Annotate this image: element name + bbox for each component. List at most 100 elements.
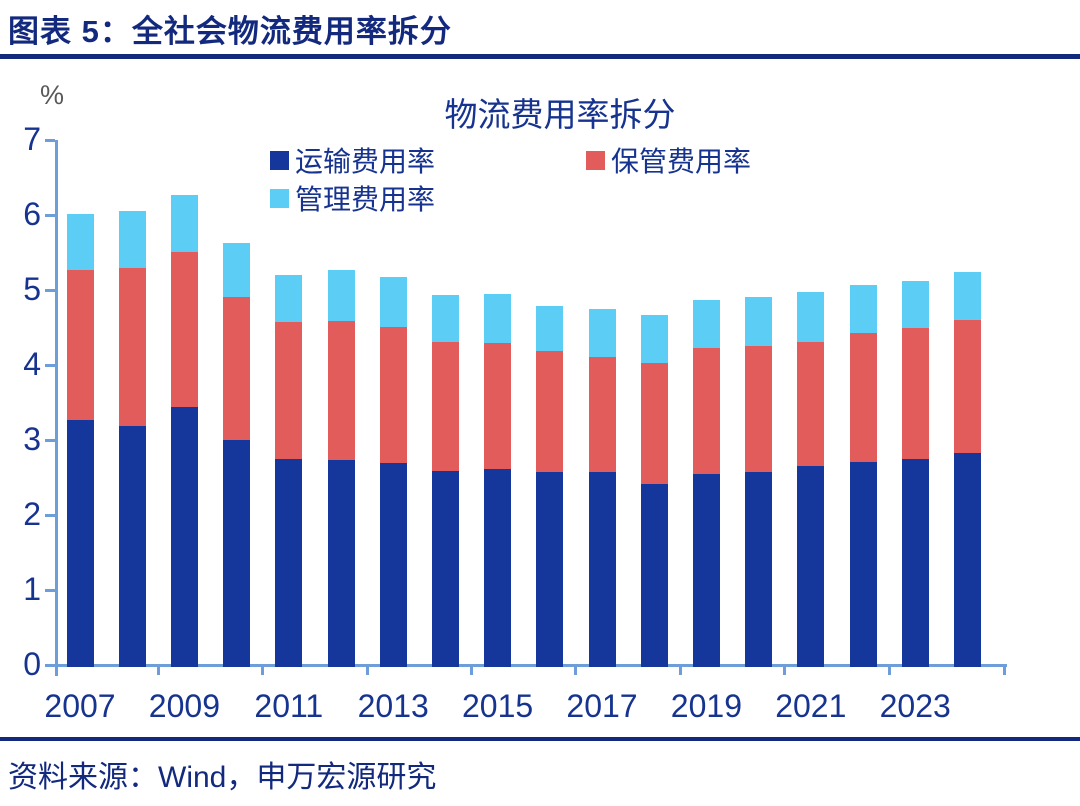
y-tick-label: 5: [23, 271, 41, 307]
bar-segment-transport: [797, 466, 825, 667]
y-tick: [45, 439, 55, 442]
bar-segment-storage: [536, 351, 564, 472]
legend-label-transport: 运输费用率: [295, 146, 436, 177]
x-tick-label: 2011: [254, 688, 324, 724]
bar-segment-storage: [170, 251, 198, 407]
bar-segment-transport: [745, 472, 773, 667]
bar-segment-storage: [797, 341, 825, 466]
y-tick: [45, 589, 55, 592]
bar-segment-management: [901, 280, 929, 328]
x-tick: [470, 666, 473, 675]
y-tick: [45, 664, 55, 667]
x-tick-label: 2009: [148, 688, 220, 724]
x-tick: [261, 666, 265, 675]
legend-swatch-management: [270, 188, 289, 208]
legend-item-storage: 保管费用率: [586, 140, 751, 180]
bar-segment-storage: [640, 362, 668, 484]
legend-label-storage: 保管费用率: [611, 146, 752, 177]
bar-segment-transport: [640, 484, 668, 667]
source-text: 资料来源：Wind，申万宏源研究: [8, 761, 437, 794]
x-tick-label: 2021: [775, 688, 847, 724]
bar-segment-management: [588, 308, 616, 357]
bar-segment-transport: [327, 460, 355, 667]
bar-segment-storage: [118, 268, 146, 426]
y-tick: [45, 214, 55, 217]
bar-segment-management: [431, 295, 459, 342]
bar-segment-management: [745, 296, 773, 346]
legend-label-management: 管理费用率: [295, 184, 436, 215]
x-tick-label: 2013: [357, 688, 429, 724]
legend-swatch-transport: [270, 150, 289, 170]
bar-segment-storage: [849, 333, 877, 462]
bar-segment-management: [275, 274, 303, 322]
y-tick: [45, 139, 55, 142]
x-tick: [783, 666, 787, 675]
bar-segment-transport: [536, 472, 564, 667]
bar-segment-management: [849, 284, 877, 334]
bar-segment-transport: [484, 469, 512, 667]
x-tick: [574, 666, 578, 675]
title-divider: [0, 54, 1080, 59]
x-tick: [887, 666, 891, 675]
x-tick-label: 2007: [44, 688, 116, 724]
page-title: 图表 5：全社会物流费用率拆分: [8, 14, 452, 49]
y-tick: [45, 514, 55, 517]
bar-segment-transport: [66, 419, 94, 667]
bar-segment-management: [327, 270, 355, 321]
bar-segment-storage: [588, 356, 616, 472]
bar-segment-transport: [379, 463, 407, 667]
x-axis-line: [47, 664, 1007, 667]
bar-segment-storage: [431, 341, 459, 471]
bar-segment-management: [170, 195, 198, 252]
bar-segment-transport: [588, 472, 616, 667]
y-tick-label: 6: [23, 196, 41, 232]
y-tick: [45, 364, 55, 367]
bar-segment-storage: [692, 348, 720, 474]
y-tick-label: 0: [23, 646, 41, 682]
bar-segment-management: [536, 305, 564, 352]
bar-segment-transport: [901, 458, 929, 667]
bar-segment-management: [640, 314, 668, 363]
bar-segment-management: [797, 292, 825, 342]
x-tick-label: 2015: [462, 688, 534, 724]
bar-segment-transport: [953, 453, 981, 667]
bar-segment-storage: [484, 343, 512, 469]
y-tick-label: 7: [23, 121, 41, 157]
y-tick-label: 3: [23, 421, 41, 457]
y-tick: [45, 289, 55, 292]
y-tick-label: 1: [23, 571, 41, 607]
source-divider: [0, 737, 1080, 741]
legend-swatch-storage: [586, 150, 605, 170]
x-tick-label: 2019: [670, 688, 742, 724]
bar-segment-storage: [66, 270, 94, 420]
bar-segment-transport: [223, 439, 251, 667]
x-axis-end-tick: [1003, 666, 1006, 675]
legend-item-transport: 运输费用率: [270, 140, 435, 180]
legend-item-management: 管理费用率: [270, 178, 435, 218]
bar-segment-management: [953, 271, 981, 320]
x-tick-label: 2023: [879, 688, 951, 724]
bar-segment-transport: [692, 473, 720, 667]
bar-segment-transport: [118, 425, 146, 667]
x-tick-label: 2017: [566, 688, 638, 724]
bar-segment-management: [484, 294, 512, 343]
bar-segment-management: [692, 299, 720, 349]
bar-segment-transport: [849, 461, 877, 667]
bar-segment-management: [66, 214, 94, 271]
x-tick: [156, 666, 160, 675]
bar-segment-storage: [223, 297, 251, 440]
bar-segment-transport: [275, 458, 303, 667]
bar-segment-transport: [170, 406, 198, 667]
plot-area: 0 1 2 3 4 5 6 7 2007 2009 2011 2013 2015 2017 2019 2021…: [23, 121, 1007, 724]
bar-segment-storage: [379, 326, 407, 463]
bar-segment-transport: [431, 470, 459, 667]
bar-segment-storage: [327, 320, 355, 460]
y-tick-label: 4: [23, 346, 41, 382]
y-axis-line: [55, 140, 58, 676]
bar-segment-management: [223, 242, 251, 298]
bar-segment-storage: [275, 322, 303, 459]
bar-segment-storage: [745, 346, 773, 472]
y-axis-unit-label: %: [40, 80, 65, 110]
bar-segment-storage: [901, 328, 929, 459]
